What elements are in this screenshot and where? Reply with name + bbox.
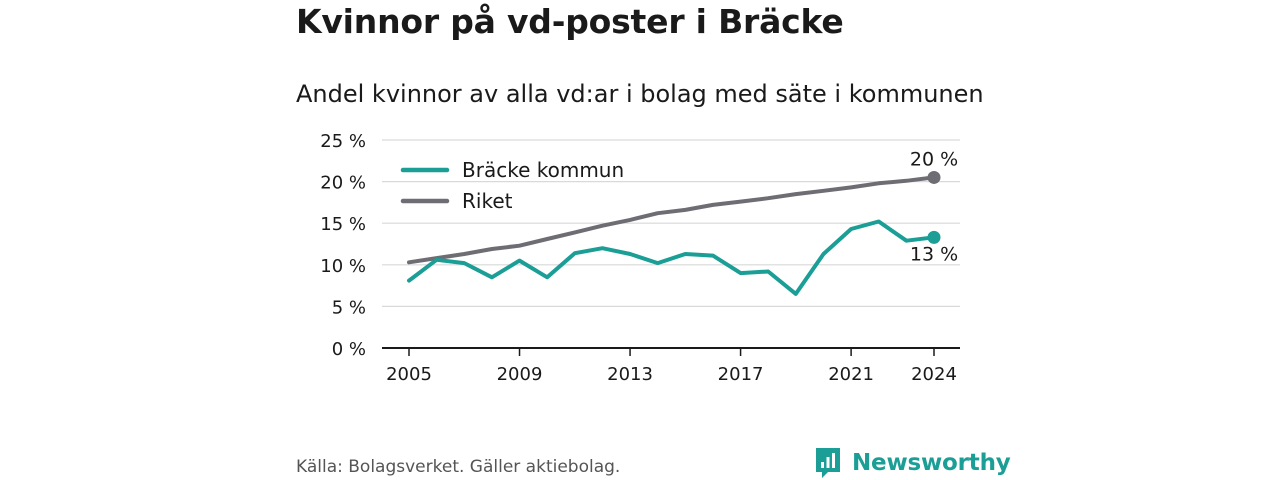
end-point-bracke (927, 230, 941, 244)
newsworthy-icon (816, 448, 840, 478)
gridlines (382, 139, 960, 307)
x-tick-label: 2021 (828, 364, 874, 385)
x-tick-label: 2024 (911, 364, 957, 385)
end-label-riket: 20 % (910, 148, 958, 170)
chart-subtitle: Andel kvinnor av alla vd:ar i bolag med … (296, 80, 984, 108)
x-tick-label: 2013 (607, 364, 653, 385)
end-point-riket (927, 170, 941, 184)
x-axis: 2005 2009 2013 2017 2021 2024 (382, 347, 960, 385)
chart-title: Kvinnor på vd-poster i Bräcke (296, 2, 844, 41)
end-labels: 20 % 13 % (910, 148, 958, 265)
y-tick-label: 5 % (332, 297, 366, 318)
end-label-bracke: 13 % (910, 243, 958, 265)
series-line-riket (407, 175, 936, 265)
brand-name: Newsworthy (852, 450, 1011, 476)
y-tick-label: 15 % (320, 214, 366, 235)
x-tick-label: 2017 (718, 364, 764, 385)
newsworthy-logo: Newsworthy (814, 446, 1011, 480)
legend-label-riket: Riket (462, 189, 513, 213)
y-tick-label: 25 % (320, 131, 366, 152)
series-lines (407, 170, 941, 296)
x-tick-label: 2009 (497, 364, 543, 385)
y-tick-label: 0 % (332, 339, 366, 360)
x-tick-label: 2005 (386, 364, 432, 385)
series-line-bracke (407, 219, 936, 296)
y-tick-label: 10 % (320, 256, 366, 277)
y-axis-tick-labels: 0 % 5 % 10 % 15 % 20 % 25 % (320, 131, 366, 360)
y-tick-label: 20 % (320, 173, 366, 194)
legend-label-bracke: Bräcke kommun (462, 158, 624, 182)
legend: Bräcke kommun Riket (400, 158, 624, 213)
source-note: Källa: Bolagsverket. Gäller aktiebolag. (296, 457, 621, 477)
line-chart: 0 %5 %10 %15 %20 %25 % 2005 2009 2013 2017 2… (320, 131, 960, 385)
